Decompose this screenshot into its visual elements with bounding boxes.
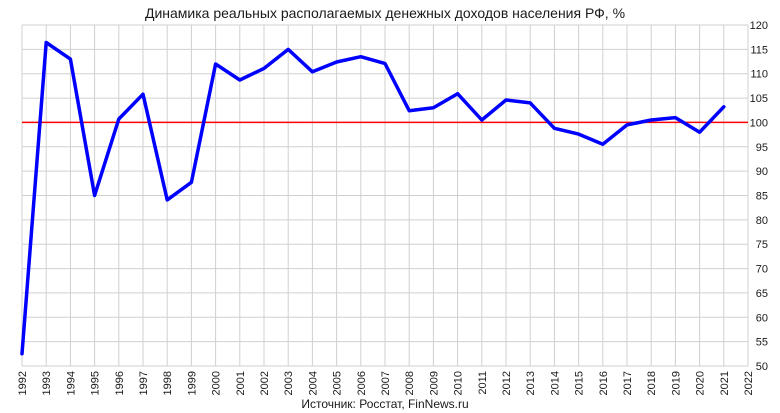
x-tick-label: 1994	[65, 371, 77, 395]
x-tick-label: 2017	[622, 371, 634, 395]
x-tick-label: 2004	[307, 371, 319, 395]
x-tick-label: 1996	[114, 371, 126, 395]
y-tick-label: 110	[750, 69, 768, 81]
x-tick-label: 1997	[138, 371, 150, 395]
x-tick-label: 2022	[743, 371, 755, 395]
x-tick-label: 2014	[549, 371, 561, 395]
x-tick-label: 1992	[17, 371, 29, 395]
y-axis-ticks: 50 55 60 65 70 75 80 85 90 95 100 105 110 115 120	[750, 20, 768, 373]
y-tick-label: 90	[756, 166, 768, 178]
x-tick-label: 2008	[404, 371, 416, 395]
x-tick-label: 2020	[695, 371, 707, 395]
x-tick-label: 1995	[90, 371, 102, 395]
x-tick-label: 2007	[380, 371, 392, 395]
x-tick-label: 1993	[41, 371, 53, 395]
x-tick-label: 2009	[428, 371, 440, 395]
chart-title: Динамика реальных располагаемых денежных…	[145, 5, 625, 21]
x-tick-label: 2019	[670, 371, 682, 395]
y-tick-label: 60	[756, 312, 768, 324]
x-axis-ticks: 1992 1993 1994 1995 1996 1997 1998 1999 2000 2001…	[17, 371, 755, 395]
y-tick-label: 55	[756, 337, 768, 349]
y-tick-label: 80	[756, 215, 768, 227]
x-tick-label: 2010	[453, 371, 465, 395]
y-tick-label: 50	[756, 361, 768, 373]
y-tick-label: 95	[756, 142, 768, 154]
x-tick-label: 2016	[598, 371, 610, 395]
grid	[21, 24, 749, 367]
chart-source: Источник: Росстат, FinNews.ru	[301, 397, 468, 411]
x-tick-label: 2006	[356, 371, 368, 395]
x-tick-label: 1999	[186, 371, 198, 395]
y-tick-label: 120	[750, 20, 768, 32]
x-tick-label: 2012	[501, 371, 513, 395]
series-line	[20, 40, 726, 356]
x-tick-label: 2003	[283, 371, 295, 395]
x-tick-label: 2005	[332, 371, 344, 395]
x-tick-label: 1998	[162, 371, 174, 395]
x-tick-label: 2015	[574, 371, 586, 395]
y-tick-label: 65	[756, 288, 768, 300]
y-tick-label: 105	[750, 93, 768, 105]
x-tick-label: 2021	[719, 371, 731, 395]
y-tick-label: 100	[750, 117, 768, 129]
x-tick-label: 2018	[646, 371, 658, 395]
x-tick-label: 2001	[235, 371, 247, 395]
x-tick-label: 2013	[525, 371, 537, 395]
y-tick-label: 115	[750, 44, 768, 56]
x-tick-label: 2002	[259, 371, 271, 395]
y-tick-label: 70	[756, 264, 768, 276]
y-tick-label: 85	[756, 191, 768, 203]
x-tick-label: 2000	[211, 371, 223, 395]
x-tick-label: 2011	[477, 371, 489, 395]
y-tick-label: 75	[756, 239, 768, 251]
